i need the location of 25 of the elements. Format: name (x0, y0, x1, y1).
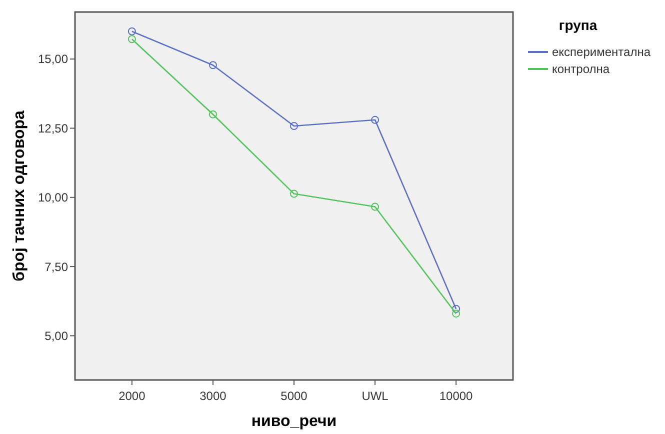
point (290, 122, 298, 130)
point (128, 35, 136, 44)
point (128, 27, 136, 36)
point (452, 304, 460, 313)
y-tick-label: 10,00 (38, 190, 68, 205)
legend-label: експериментална (552, 45, 651, 60)
point (371, 202, 380, 211)
point (208, 110, 217, 118)
point (452, 310, 460, 318)
x-tick-label: 2000 (118, 389, 146, 403)
x-tick-label: 5000 (280, 389, 308, 403)
x-tick-label: 10000 (439, 389, 474, 403)
y-tick-label: 15,00 (38, 52, 68, 66)
y-tick-label: 7,50 (44, 260, 68, 274)
point (290, 190, 298, 198)
y-axis-title: број тачних одговора (11, 110, 28, 282)
point (371, 116, 380, 124)
x-axis-title: ниво_речи (251, 413, 337, 430)
legend-label: контролна (552, 62, 610, 76)
y-tick-label: 12,50 (38, 121, 68, 136)
y-tick-label: 5,00 (44, 328, 68, 343)
point (208, 61, 217, 70)
x-tick-label: 3000 (200, 389, 227, 403)
legend-title: група (558, 17, 598, 33)
x-tick-label: UWL (362, 389, 389, 403)
